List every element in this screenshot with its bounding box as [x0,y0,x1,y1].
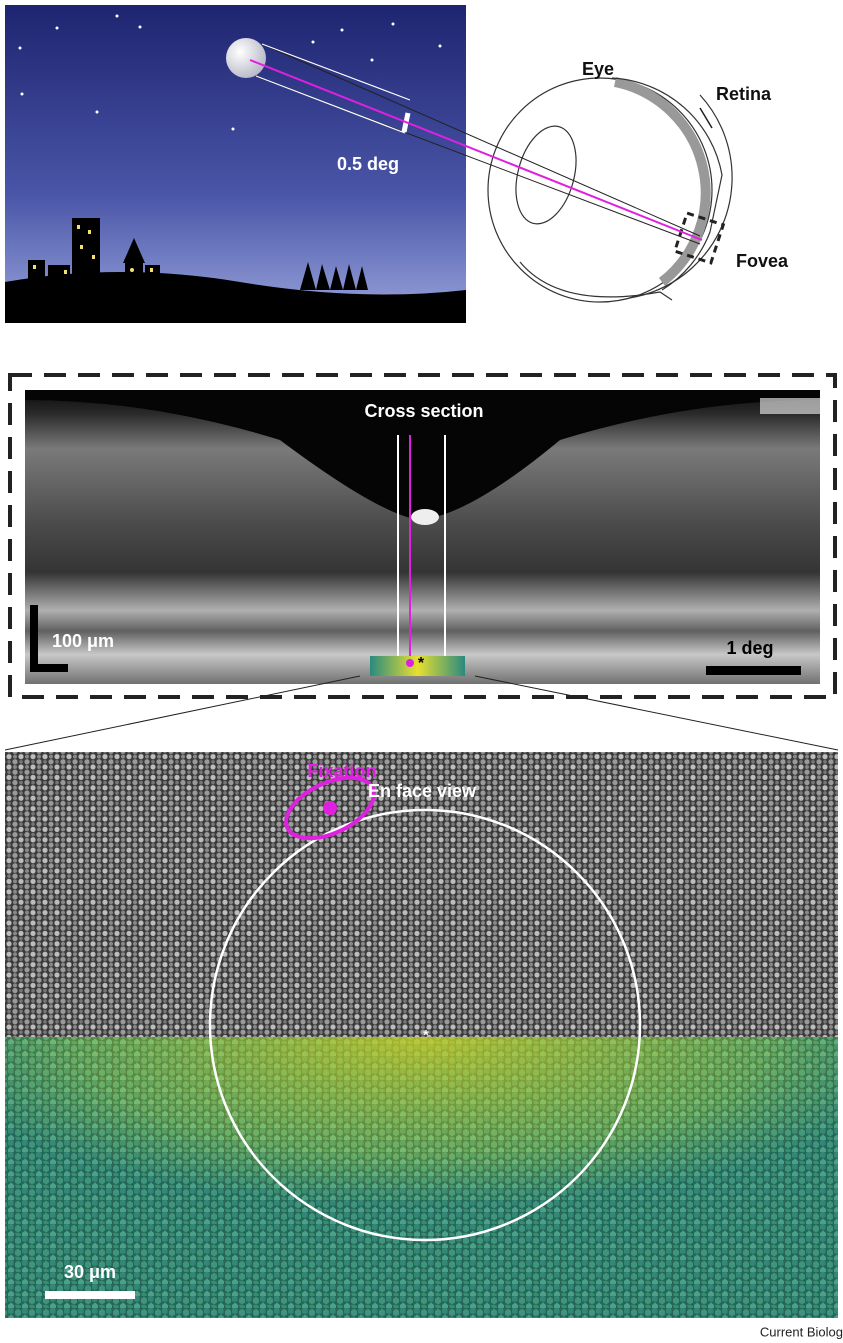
en-face-title: En face view [368,781,477,801]
retina-label: Retina [716,84,772,104]
scale-vertical-label: 100 μm [52,631,114,651]
marker: * [418,655,425,672]
fixation-dot [406,659,414,667]
cross-section-image [25,390,820,684]
page: {"panel_a": {"angle_label": "0.5 deg", "… [0,0,843,1343]
fovea-label: Fovea [736,251,789,271]
cross-section-title: Cross section [364,401,483,421]
zoom-line [5,676,360,750]
figure: 0.5 deg Eye Retina Fovea * Cross section… [0,0,843,1343]
moon [226,38,266,78]
en-face-image [5,752,838,1318]
angle-label: 0.5 deg [337,154,399,174]
fixation-label: Fixation [307,761,376,781]
eye-label: Eye [582,59,614,79]
eye-diagram [488,78,732,302]
scale-bar [706,666,801,675]
zoom-line [475,676,838,750]
footer: Current Biolog [760,1324,843,1339]
scale-horizontal-label: 1 deg [726,638,773,658]
fixation-dot [323,801,337,815]
marker: * [423,1027,429,1043]
scale-label: 30 μm [64,1262,116,1282]
scale-bar [45,1291,135,1299]
